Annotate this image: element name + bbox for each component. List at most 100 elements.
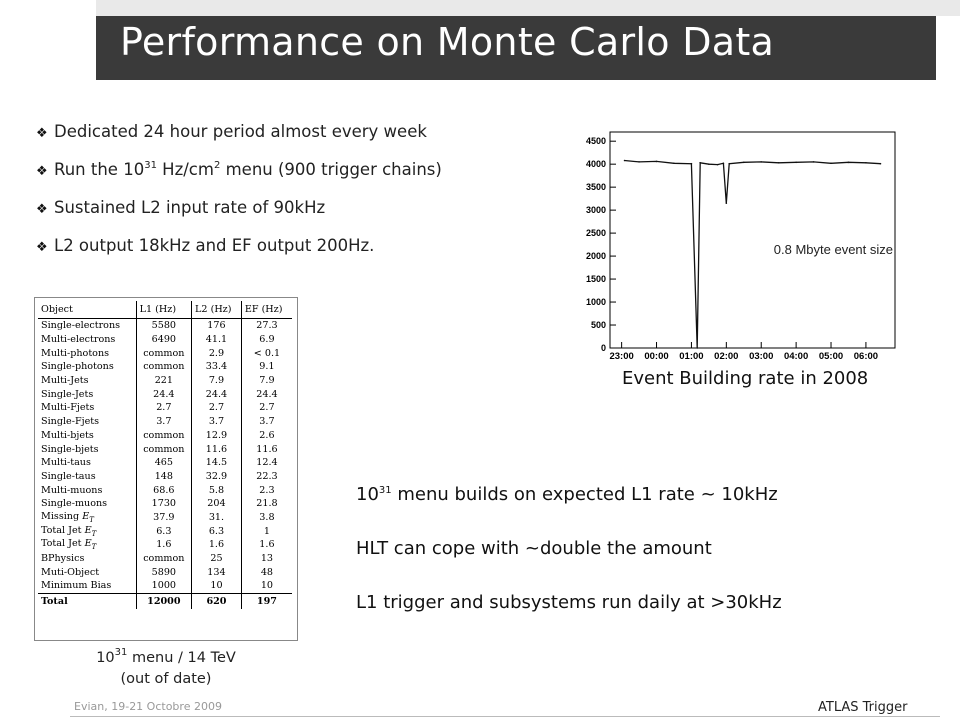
cell-l2: 32.9 <box>191 469 242 484</box>
cell-object: Muti-Object <box>41 566 100 578</box>
cell-object: Multi-Jets <box>41 375 89 387</box>
x-tick-label: 02:00 <box>714 351 738 362</box>
cell-l2: 620 <box>191 592 242 609</box>
data-point <box>716 163 719 166</box>
cell-object: BPhysics <box>41 553 85 565</box>
table-row: Single-taus 148 32.9 22.3 <box>38 469 292 484</box>
y-tick-label: 3500 <box>586 182 606 192</box>
data-point <box>865 161 867 164</box>
y-tick-label: 1500 <box>586 274 606 284</box>
table-row: Multi-taus 465 14.5 12.4 <box>38 455 292 470</box>
data-point <box>812 161 815 163</box>
table-row: Total Jet ET 1.6 1.6 1.6 <box>38 538 292 552</box>
cell-object: Multi-bjets <box>41 429 94 441</box>
cell-l1: 5890 <box>135 565 192 580</box>
chart-caption: Event Building rate in 2008 <box>622 368 869 389</box>
cell-ef: 48 <box>240 565 292 580</box>
cell-object: Total <box>38 592 137 609</box>
column-header-l1: L1 (Hz) <box>135 301 192 319</box>
cell-object: Single-bjets <box>41 443 99 455</box>
cell-l2: 5.8 <box>191 483 242 497</box>
cell-l2: 31. <box>191 510 242 525</box>
y-tick-label: 0 <box>601 343 606 353</box>
cell-l1: common <box>135 346 192 361</box>
cell-l1: 3.7 <box>135 414 192 429</box>
column-header-l2: L2 (Hz) <box>191 301 242 319</box>
cell-ef: 22.3 <box>240 469 292 484</box>
cell-ef: 1 <box>240 524 292 538</box>
cell-object: Missing ET <box>41 511 94 524</box>
cell-l2: 1.6 <box>191 538 242 552</box>
cell-l1: common <box>135 428 192 443</box>
cell-object: Multi-muons <box>41 484 103 496</box>
cell-l1: 6.3 <box>135 524 192 538</box>
data-point <box>760 161 763 163</box>
data-point <box>847 161 850 164</box>
cell-ef: 7.9 <box>240 373 292 388</box>
cell-l2: 2.7 <box>191 401 242 415</box>
cell-object: Multi-photons <box>41 347 110 359</box>
diamond-bullet-icon: ❖ <box>36 240 48 255</box>
data-point <box>777 161 780 164</box>
table-row: Multi-electrons 6490 41.1 6.9 <box>38 332 292 347</box>
cell-object: Multi-electrons <box>41 334 116 346</box>
cell-l1: 6490 <box>135 332 192 347</box>
diamond-bullet-icon: ❖ <box>36 164 48 179</box>
cell-l2: 14.5 <box>191 455 242 470</box>
cell-object: Single-muons <box>41 498 108 510</box>
cell-l2: 7.9 <box>191 373 242 388</box>
data-point <box>708 163 710 165</box>
trigger-rate-table: Object L1 (Hz) L2 (Hz) EF (Hz) Single-elect… <box>38 301 292 609</box>
y-tick-label: 500 <box>591 320 606 330</box>
table-row: Multi-muons 68.6 5.8 2.3 <box>38 483 292 497</box>
note-line: L1 trigger and subsystems run daily at >… <box>356 592 782 613</box>
cell-l1: common <box>135 360 192 374</box>
cell-object: Total Jet ET <box>41 538 97 552</box>
cell-l2: 10 <box>191 579 242 594</box>
cell-l2: 176 <box>191 318 242 333</box>
data-point <box>725 202 728 205</box>
cell-l2: 134 <box>191 565 242 580</box>
cell-ef: 13 <box>240 551 292 566</box>
cell-object: Total Jet ET <box>41 524 97 538</box>
data-point <box>638 161 640 163</box>
data-point <box>830 162 832 165</box>
table-row: BPhysics common 25 13 <box>38 551 292 566</box>
x-tick-label: 03:00 <box>749 351 773 362</box>
note-line: HLT can cope with ~double the amount <box>356 538 712 559</box>
top-strip <box>96 0 960 16</box>
cell-l1: 1000 <box>135 579 192 594</box>
cell-ef: 2.3 <box>240 483 292 497</box>
slide-title: Performance on Monte Carlo Data <box>120 20 775 64</box>
cell-l2: 3.7 <box>191 414 242 429</box>
y-tick-label: 3000 <box>586 205 606 215</box>
plot-frame <box>609 131 896 349</box>
table-row: Single-Jets 24.4 24.4 24.4 <box>38 387 292 402</box>
cell-l1: common <box>135 442 192 456</box>
data-point <box>673 162 675 165</box>
cell-ef: 24.4 <box>240 387 292 402</box>
column-header-ef: EF (Hz) <box>240 301 292 319</box>
cell-ef: 1.6 <box>240 538 292 552</box>
table-row: Single-muons 1730 204 21.8 <box>38 496 292 511</box>
data-point <box>623 159 626 162</box>
cell-object: Single-photons <box>41 361 114 373</box>
table-row: Muti-Object 5890 134 48 <box>38 565 292 580</box>
notes-block: 1031 menu builds on expected L1 rate ~ 1… <box>356 484 916 646</box>
cell-object: Minimum Bias <box>41 580 112 592</box>
column-header-object: Object <box>38 301 137 319</box>
cell-ef: 9.1 <box>240 360 292 374</box>
cell-l1: 12000 <box>135 592 192 609</box>
table-row: Multi-photons common 2.9 < 0.1 <box>38 346 292 361</box>
bullet-item: ❖ L2 output 18kHz and EF output 200Hz. <box>36 236 556 274</box>
event-building-chart: 0 500 1000 1500 2000 2500 3000 3500 4000 4500 23:0… <box>586 131 896 362</box>
cell-ef: 3.8 <box>240 510 292 525</box>
cell-object: Multi-taus <box>41 457 91 469</box>
data-point <box>795 161 797 164</box>
data-point <box>722 162 725 165</box>
cell-l2: 25 <box>191 551 242 566</box>
cell-object: Multi-Fjets <box>41 402 95 414</box>
bullet-list: ❖ Dedicated 24 hour period almost every w… <box>36 122 556 274</box>
x-tick-label: 00:00 <box>644 351 668 362</box>
table-caption: 1031 menu / 14 TeV (out of date) <box>96 647 236 688</box>
